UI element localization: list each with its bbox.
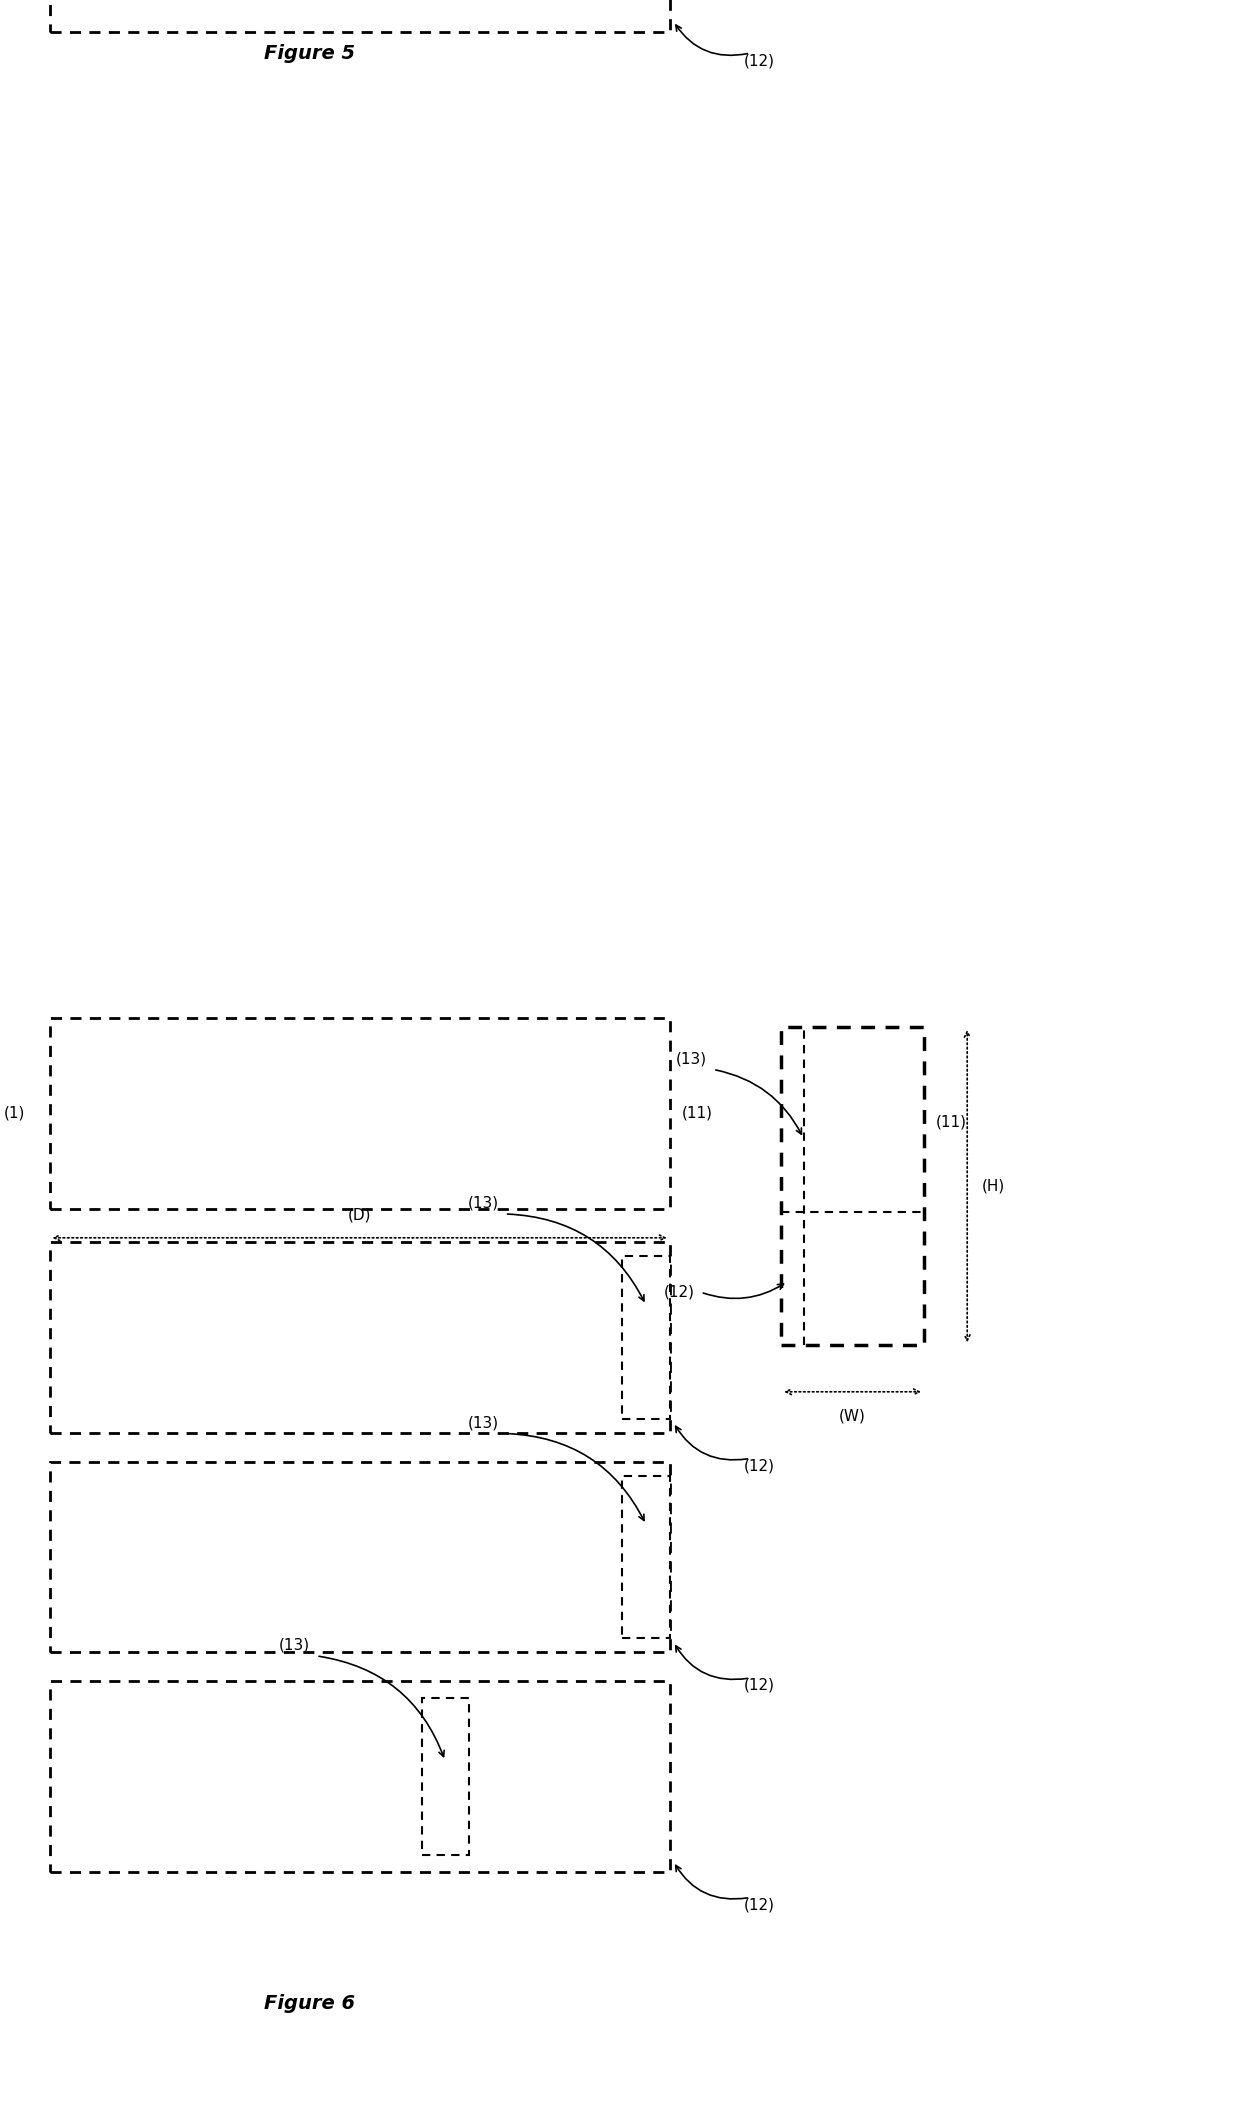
Text: (12): (12) <box>744 53 775 68</box>
Text: (D): (D) <box>348 1209 371 1224</box>
Text: (13): (13) <box>467 1415 498 1430</box>
Text: (12): (12) <box>663 1285 694 1300</box>
Bar <box>50 1243 670 1434</box>
Bar <box>50 1461 670 1652</box>
Text: Figure 5: Figure 5 <box>264 45 356 62</box>
Text: (13): (13) <box>676 1052 707 1067</box>
Text: (12): (12) <box>744 1459 775 1474</box>
Bar <box>781 1027 924 1345</box>
Text: (W): (W) <box>839 1408 866 1423</box>
Bar <box>50 1682 670 1873</box>
Bar <box>50 1018 670 1209</box>
Bar <box>422 1699 469 1854</box>
Text: (1): (1) <box>4 1105 25 1120</box>
Text: (12): (12) <box>744 1678 775 1693</box>
Text: (12): (12) <box>744 1898 775 1913</box>
Text: (H): (H) <box>982 1179 1006 1194</box>
Bar <box>50 0 670 32</box>
Text: (13): (13) <box>279 1637 310 1652</box>
Text: (11): (11) <box>682 1105 713 1120</box>
Bar <box>622 1476 670 1637</box>
Text: (11): (11) <box>936 1116 967 1130</box>
Text: (13): (13) <box>467 1196 498 1211</box>
Text: Figure 6: Figure 6 <box>264 1994 356 2013</box>
Bar <box>622 1256 670 1419</box>
